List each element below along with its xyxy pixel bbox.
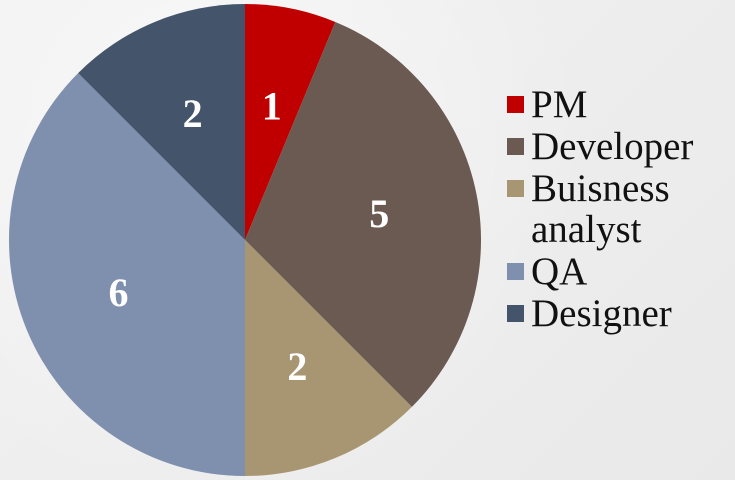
legend-label-pm: PM bbox=[531, 83, 588, 126]
legend-label-designer: Designer bbox=[531, 292, 672, 335]
pie-slice-pm bbox=[245, 4, 336, 240]
pie-slice-buisness-analyst bbox=[245, 240, 412, 476]
legend-swatch-qa bbox=[507, 263, 524, 280]
legend-item-qa: QA bbox=[505, 251, 733, 292]
pie-data-labels: 1 5 2 6 2 bbox=[109, 83, 390, 389]
data-label-pm: 1 bbox=[262, 83, 282, 128]
data-label-designer: 2 bbox=[183, 91, 203, 136]
data-label-developer: 5 bbox=[369, 191, 389, 236]
chart-legend: PM Developer Buisness analyst QA Designe… bbox=[505, 84, 733, 335]
legend-swatch-developer bbox=[507, 138, 524, 155]
legend-swatch-pm bbox=[507, 96, 524, 113]
legend-swatch-designer bbox=[507, 305, 524, 322]
pie-chart: 1 5 2 6 2 bbox=[8, 4, 481, 476]
pie-slice-qa bbox=[8, 73, 245, 476]
legend-item-designer: Designer bbox=[505, 293, 733, 334]
legend-item-business-analyst: Buisness analyst bbox=[505, 168, 733, 250]
pie-slice-designer bbox=[78, 4, 245, 240]
legend-label-business-analyst: Buisness analyst bbox=[531, 167, 670, 251]
legend-item-pm: PM bbox=[505, 84, 733, 125]
legend-label-qa: QA bbox=[531, 250, 588, 293]
data-label-buisness-analyst: 2 bbox=[287, 344, 307, 389]
legend-label-developer: Developer bbox=[531, 125, 694, 168]
legend-swatch-business-analyst bbox=[507, 180, 524, 197]
pie-slices bbox=[8, 4, 481, 476]
pie-slice-developer bbox=[245, 21, 481, 407]
data-label-qa: 6 bbox=[109, 270, 129, 315]
legend-item-developer: Developer bbox=[505, 126, 733, 167]
